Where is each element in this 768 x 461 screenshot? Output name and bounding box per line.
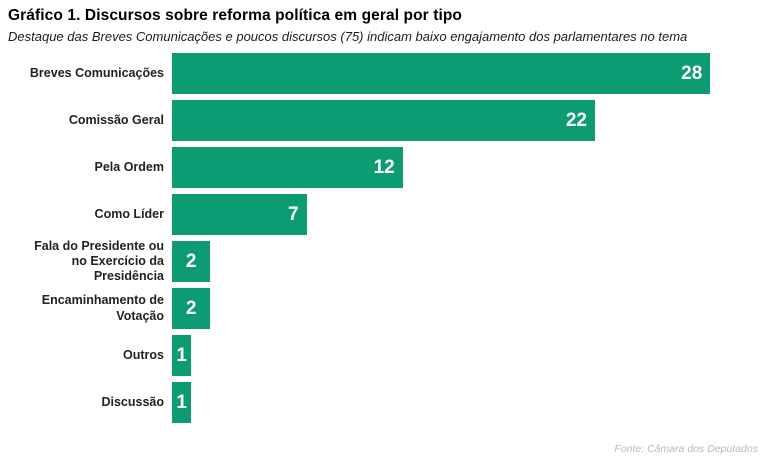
category-label: Encaminhamento de Votação — [41, 293, 164, 323]
bar-value-label: 1 — [176, 345, 187, 366]
bar: 1 — [172, 382, 192, 423]
bar-track: 2 — [172, 288, 768, 329]
bar-value-label: 2 — [185, 251, 197, 272]
category-label: Pela Ordem — [94, 159, 164, 174]
bar-chart: Breves Comunicações 28 Comissão Geral 22 Pel… — [0, 53, 768, 429]
bar-value-label: 22 — [565, 110, 587, 131]
category-label: Outros — [123, 347, 164, 362]
chart-row: Discussão 1 — [0, 382, 768, 423]
category-label: Comissão Geral — [68, 112, 164, 127]
bar: 22 — [172, 100, 595, 141]
chart-row: Breves Comunicações 28 — [0, 53, 768, 94]
bar: 7 — [172, 194, 307, 235]
bar-value-label: 2 — [185, 298, 197, 319]
bar-track: 7 — [172, 194, 768, 235]
source-note: Fonte: Câmara dos Deputados — [614, 443, 758, 455]
chart-row: Pela Ordem 12 — [0, 147, 768, 188]
chart-row: Fala do Presidente ou no Exercício da Pre… — [0, 238, 768, 284]
bar-value-label: 28 — [681, 63, 703, 84]
bar-value-label: 12 — [373, 157, 395, 178]
bar-track: 2 — [172, 241, 768, 282]
category-label: Discussão — [101, 394, 164, 409]
bar-track: 12 — [172, 147, 768, 188]
bar: 28 — [172, 53, 711, 94]
chart-subtitle: Destaque das Breves Comunicações e pouco… — [8, 29, 688, 44]
bar: 2 — [172, 288, 211, 329]
category-label: Breves Comunicações — [29, 65, 164, 80]
chart-row: Comissão Geral 22 — [0, 100, 768, 141]
chart-row: Outros 1 — [0, 335, 768, 376]
bar: 12 — [172, 147, 403, 188]
chart-header: Gráfico 1. Discursos sobre reforma polít… — [0, 0, 768, 44]
bar: 1 — [172, 335, 192, 376]
category-label: Como Líder — [94, 206, 164, 221]
bar-track: 28 — [172, 53, 768, 94]
category-label: Fala do Presidente ou no Exercício da Pre… — [34, 238, 164, 284]
bar: 2 — [172, 241, 211, 282]
bar-value-label: 1 — [176, 392, 187, 413]
bar-track: 22 — [172, 100, 768, 141]
chart-title: Gráfico 1. Discursos sobre reforma polít… — [8, 7, 463, 24]
chart-row: Como Líder 7 — [0, 194, 768, 235]
bar-track: 1 — [172, 382, 768, 423]
chart-row: Encaminhamento de Votação 2 — [0, 288, 768, 329]
bar-value-label: 7 — [288, 204, 299, 225]
bar-track: 1 — [172, 335, 768, 376]
